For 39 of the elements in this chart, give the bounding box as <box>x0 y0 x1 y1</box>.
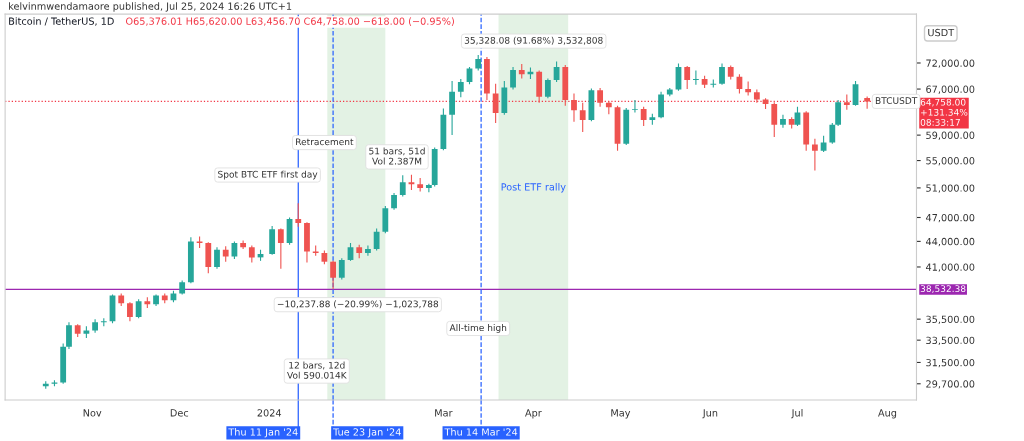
ref-line-label: 38,532.38 <box>920 285 966 293</box>
ref-line-label: Thu 11 Jan '24 <box>228 428 298 438</box>
annotation: 35,328.08 (91.68%) 3,532,808 <box>464 36 603 45</box>
chart-title: Bitcoin / TetherUS, 1D <box>9 17 114 26</box>
x-tick-label: Apr <box>525 409 542 419</box>
y-tick-label: 59,000.00 <box>926 131 975 140</box>
annotation: Spot BTC ETF first day <box>218 170 318 180</box>
annotation: O65,376.01 H65,620.00 L63,456.70 C64,758.00 −618.00 (−0.95%) <box>126 17 454 26</box>
y-tick-label: 47,000.00 <box>925 213 975 223</box>
y-tick-label: 31,500.00 <box>926 358 975 368</box>
y-tick-label: 41,000.00 <box>925 263 975 272</box>
y-tick-label: 44,000.00 <box>925 237 975 247</box>
y-tick-label: 29,700.00 <box>926 380 975 389</box>
text: kelvinmwendamaore published, Jul 25, 2024 16:26 UTC+1 <box>9 2 292 12</box>
annotation: 12 bars, 12d Vol 590.014K <box>287 361 347 379</box>
x-tick-label: Aug <box>878 409 897 419</box>
y-tick-label: 67,000.00 <box>926 85 975 94</box>
x-tick-label: Nov <box>83 409 102 417</box>
annotation: All-time high <box>449 324 507 333</box>
band-label: Post ETF rally <box>501 183 566 193</box>
x-tick-label: Jul <box>791 409 803 419</box>
y-tick-label: 72,000.00 <box>926 59 975 68</box>
x-tick-label: Dec <box>170 409 189 417</box>
annotation: Retracement <box>296 138 354 146</box>
y-tick-label: 33,500.00 <box>926 336 975 345</box>
annotation: 51 bars, 51d Vol 2.387M <box>369 147 425 165</box>
ref-line-label: Tue 23 Jan '24 <box>333 428 401 438</box>
y-tick-label: 51,000.00 <box>926 184 975 193</box>
ref-line-label: 64,758.00 +131.34% 08:33:17 <box>920 98 968 126</box>
y-tick-label: 55,000.00 <box>926 157 975 166</box>
text: USDT <box>928 28 955 37</box>
annotation: −10,237.88 (−20.99%) −1,023,788 <box>277 300 439 309</box>
ref-line-label: Thu 14 Mar '24 <box>444 428 518 436</box>
y-tick-label: 35,500.00 <box>926 315 975 324</box>
x-tick-label: Mar <box>435 409 453 417</box>
x-tick-label: Jun <box>702 409 718 419</box>
x-tick-label: 2024 <box>257 409 282 417</box>
annotation: BTCUSDT <box>875 97 918 105</box>
x-tick-label: May <box>611 409 631 419</box>
